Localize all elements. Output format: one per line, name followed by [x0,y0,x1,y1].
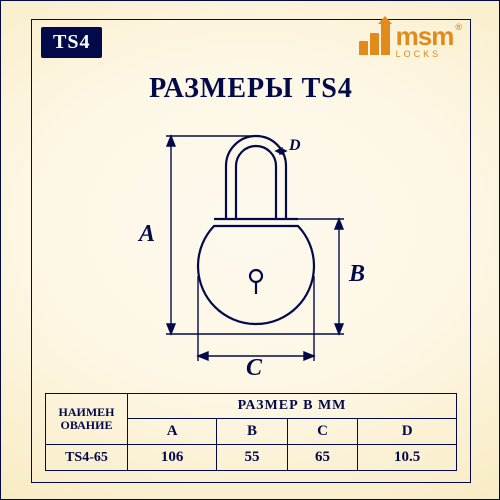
cell-a: 106 [128,445,217,471]
cell-c: 65 [287,445,357,471]
dimensions-table: НАИМЕНОВАНИЕ РАЗМЕР В ММ A B C D TS4-65 … [45,393,457,471]
col-header-sizes: РАЗМЕР В ММ [128,394,457,419]
spec-card: TS4 msm® LOСKS РАЗМЕРЫ TS4 [0,0,500,500]
logo-bars-icon [359,23,392,55]
col-d: D [358,419,457,445]
brand-logo: msm® LOСKS [359,23,461,59]
logo-text-main: msm® [396,23,461,49]
col-c: C [287,419,357,445]
table-header-row: НАИМЕНОВАНИЕ РАЗМЕР В ММ [46,394,457,419]
col-header-name: НАИМЕНОВАНИЕ [46,394,128,445]
dim-label-a: A [139,221,155,248]
col-b: B [217,419,287,445]
page-title: РАЗМЕРЫ TS4 [1,73,500,105]
table-row: TS4-65 106 55 65 10.5 [46,445,457,471]
model-badge: TS4 [41,27,102,58]
dim-label-b: B [349,261,365,288]
padlock-diagram: A B C D [111,111,391,371]
cell-b: 55 [217,445,287,471]
cell-d: 10.5 [358,445,457,471]
dim-label-d: D [289,137,301,155]
dim-label-c: C [246,355,262,382]
col-a: A [128,419,217,445]
logo-text-sub: LOСKS [396,50,461,59]
cell-name: TS4-65 [46,445,128,471]
